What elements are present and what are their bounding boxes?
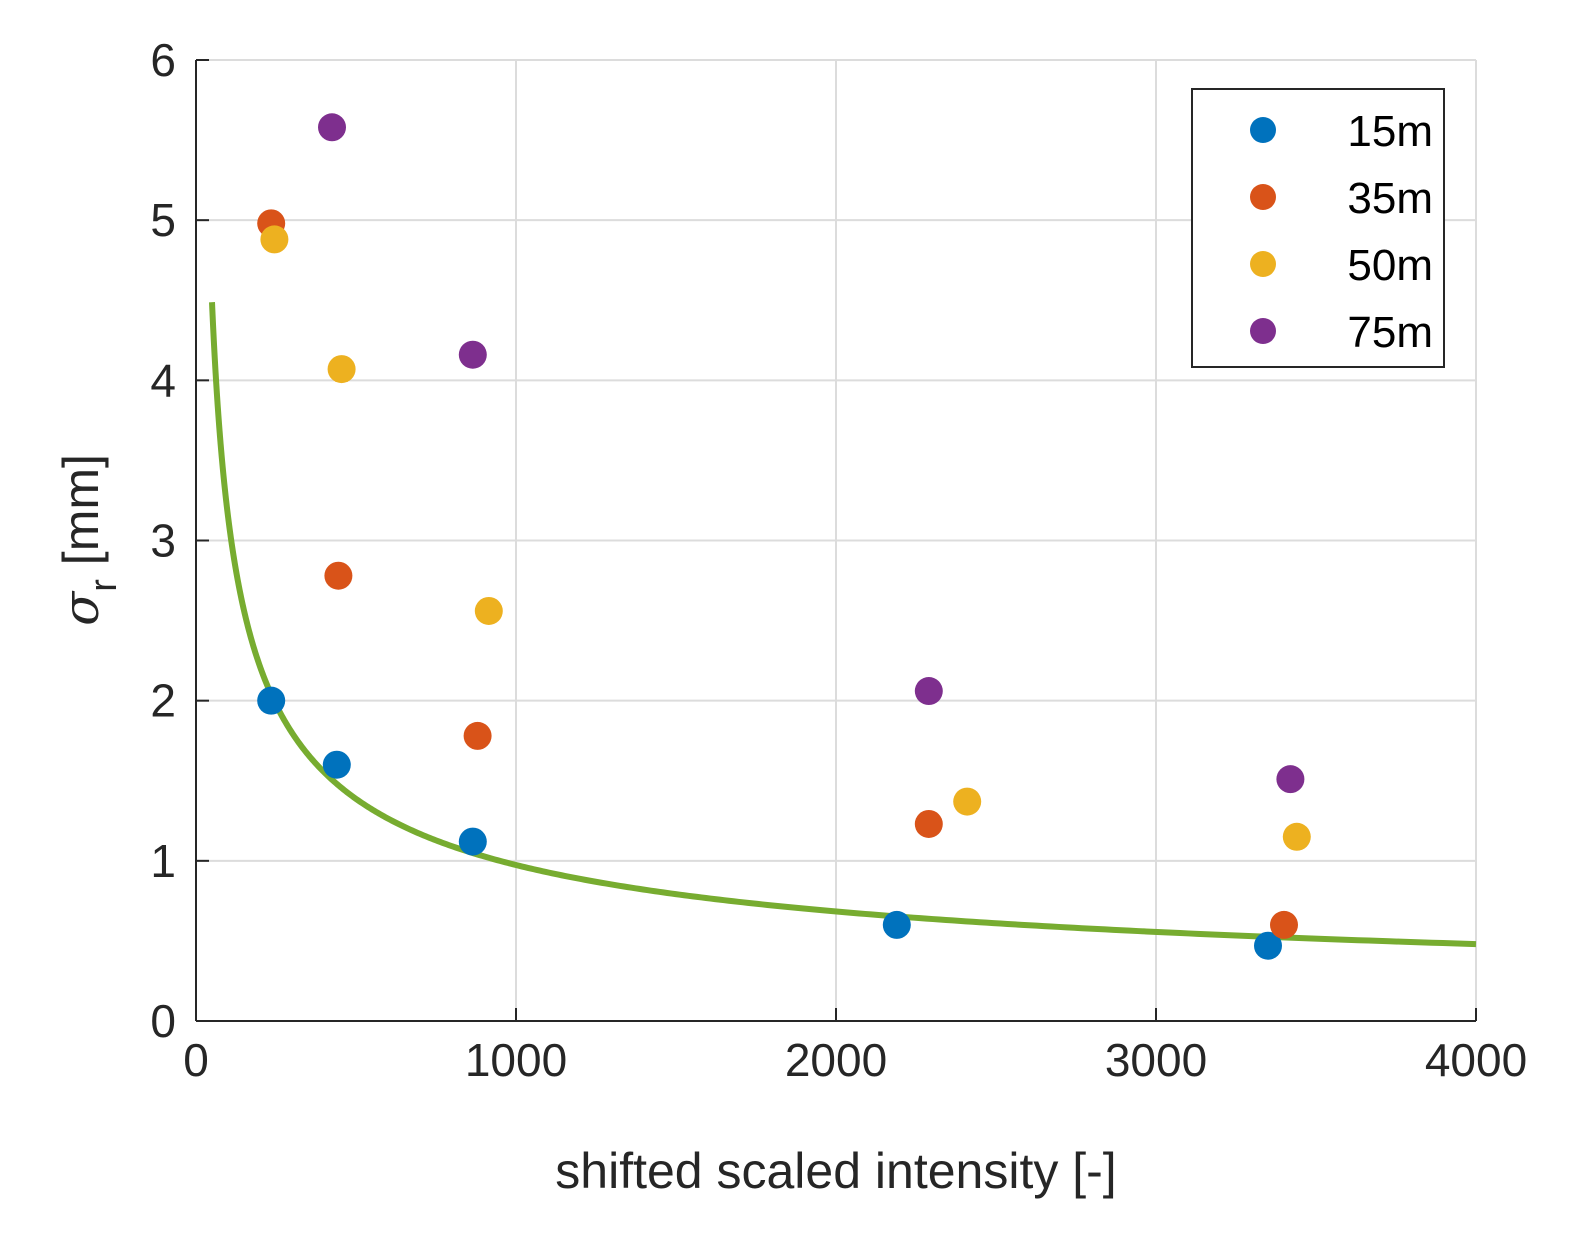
y-tick-label-4: 4 [150, 354, 176, 406]
legend-label-35m: 35m [1347, 174, 1433, 223]
y-axis-symbol: σ [52, 590, 110, 626]
data-points [257, 113, 1311, 960]
point-75m-3 [1276, 765, 1305, 794]
fit-curve [209, 302, 1477, 948]
legend-marker-75m [1250, 318, 1276, 344]
point-15m-3 [882, 910, 911, 939]
y-axis-unit: [mm] [53, 454, 109, 579]
y-axis-subscript: r [83, 579, 125, 592]
y-tick-label-0: 0 [150, 995, 176, 1047]
point-50m-4 [1282, 822, 1311, 851]
legend-label-75m: 75m [1347, 308, 1433, 357]
x-tick-label-1: 1000 [465, 1034, 567, 1086]
legend-label-15m: 15m [1347, 107, 1433, 156]
legend-label-50m: 50m [1347, 241, 1433, 290]
point-35m-3 [914, 809, 943, 838]
y-tick-label-3: 3 [150, 515, 176, 567]
fit-curve-layer [209, 302, 1477, 948]
point-15m-2 [458, 827, 487, 856]
tick-labels: 0 1000 2000 3000 4000 0 1 2 3 4 5 6 [150, 34, 1527, 1086]
point-50m-3 [953, 787, 982, 816]
x-tick-label-2: 2000 [785, 1034, 887, 1086]
point-15m-0 [257, 686, 286, 715]
axes [195, 59, 1477, 1022]
point-75m-2 [914, 677, 943, 706]
point-35m-2 [463, 721, 492, 750]
point-50m-1 [327, 355, 356, 384]
point-15m-1 [322, 750, 351, 779]
point-50m-0 [260, 225, 289, 254]
legend: 15m 35m 50m 75m [1191, 88, 1445, 368]
x-tick-label-0: 0 [183, 1034, 209, 1086]
x-axis-label: shifted scaled intensity [-] [555, 1143, 1116, 1199]
y-axis-label: σr [mm] [52, 454, 125, 626]
legend-marker-50m [1250, 251, 1276, 277]
y-tick-label-6: 6 [150, 34, 176, 86]
legend-box [1191, 88, 1445, 368]
point-15m-4 [1254, 931, 1282, 960]
y-tick-label-5: 5 [150, 194, 176, 246]
legend-marker-15m [1250, 117, 1276, 143]
point-35m-1 [324, 561, 353, 590]
point-75m-0 [318, 113, 346, 142]
x-tick-label-4: 4000 [1425, 1034, 1527, 1086]
y-tick-label-1: 1 [150, 835, 176, 887]
x-tick-label-3: 3000 [1105, 1034, 1207, 1086]
legend-marker-35m [1250, 184, 1276, 210]
point-75m-1 [458, 340, 487, 369]
y-tick-label-2: 2 [150, 675, 176, 727]
point-50m-2 [474, 596, 503, 625]
point-35m-4 [1270, 910, 1298, 939]
